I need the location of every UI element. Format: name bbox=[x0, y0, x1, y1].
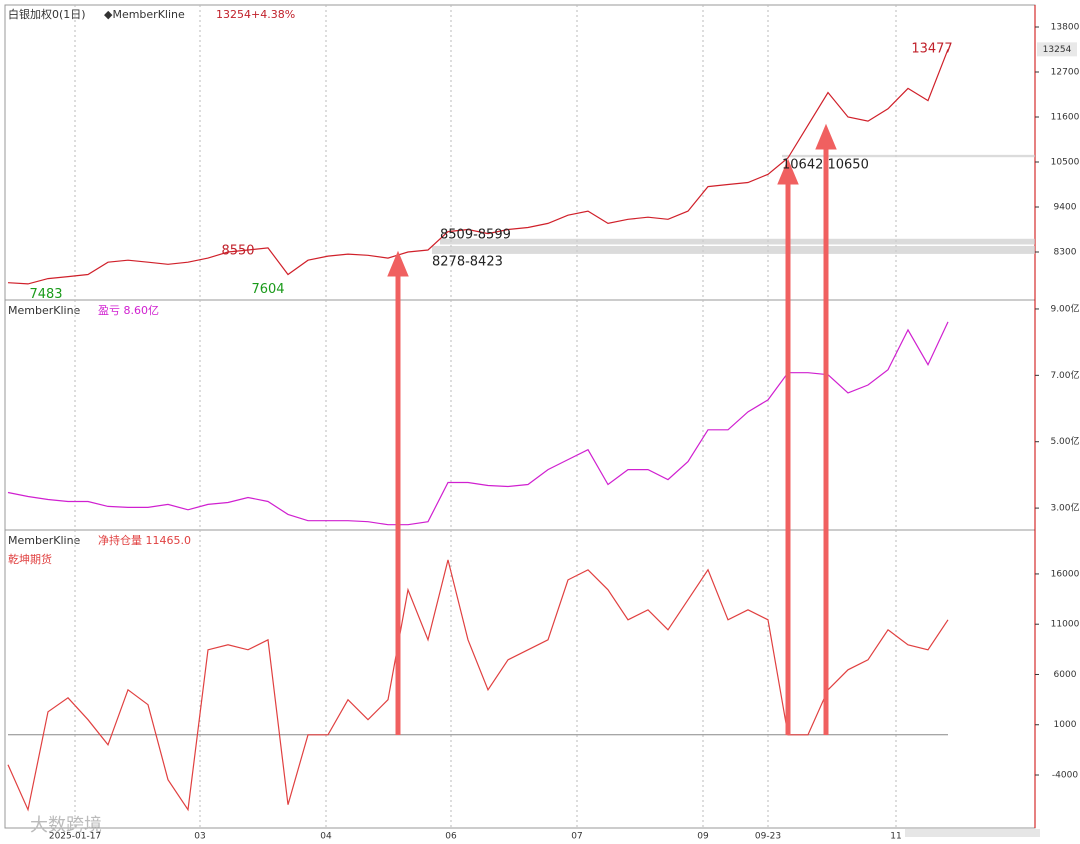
series-line bbox=[7, 321, 949, 526]
annotation: 8278-8423 bbox=[432, 254, 503, 269]
last-price: 13254 bbox=[1043, 45, 1072, 55]
x-tick-label: 09-23 bbox=[755, 832, 781, 842]
y-tick-label: 9.00亿 bbox=[1050, 302, 1079, 314]
series-line bbox=[7, 49, 949, 285]
y-tick-label: 11000 bbox=[1051, 620, 1080, 630]
annotation: 7604 bbox=[251, 282, 284, 297]
annotation: 13477 bbox=[911, 42, 952, 57]
arrows bbox=[387, 123, 837, 735]
annotation: 7483 bbox=[29, 287, 62, 302]
y-tick-label: 10500 bbox=[1051, 158, 1080, 168]
y-tick-label: 3.00亿 bbox=[1050, 502, 1079, 514]
panel-subtitle: 乾坤期货 bbox=[8, 552, 52, 566]
y-tick-label: 9400 bbox=[1054, 203, 1077, 213]
range-band bbox=[432, 245, 1035, 254]
annotation: 8550 bbox=[221, 243, 254, 258]
scrollbar[interactable] bbox=[905, 829, 1040, 837]
watermark: 大数跨境 bbox=[30, 815, 102, 836]
series-tag: ◆MemberKline bbox=[104, 8, 185, 21]
x-tick-label: 2025-01-17 bbox=[49, 832, 101, 842]
annotation: 10642 10650 bbox=[782, 158, 869, 173]
y-tick-label: 8300 bbox=[1054, 248, 1077, 258]
x-tick-label: 09 bbox=[697, 832, 709, 842]
range-band bbox=[440, 238, 1035, 245]
last-price-box bbox=[1037, 42, 1077, 57]
annotation: 8509-8599 bbox=[440, 227, 511, 242]
y-tick-label: 1000 bbox=[1054, 720, 1077, 730]
x-tick-label: 04 bbox=[320, 832, 332, 842]
x-tick-label: 11 bbox=[890, 832, 901, 842]
y-tick-label: -4000 bbox=[1052, 771, 1078, 781]
y-tick-label: 13800 bbox=[1051, 23, 1080, 33]
chart-title: 白银加权0(1日) bbox=[8, 7, 86, 21]
y-tick-label: 7.00亿 bbox=[1050, 369, 1079, 381]
x-tick-label: 07 bbox=[571, 832, 582, 842]
y-tick-label: 11600 bbox=[1051, 113, 1080, 123]
y-tick-label: 5.00亿 bbox=[1050, 435, 1079, 447]
series-tag: MemberKline bbox=[8, 304, 81, 317]
y-tick-label: 16000 bbox=[1051, 569, 1080, 579]
y-tick-label: 6000 bbox=[1054, 670, 1077, 680]
range-band bbox=[782, 154, 1035, 158]
series-tag: MemberKline bbox=[8, 534, 81, 547]
panel-title: 盈亏 8.60亿 bbox=[98, 304, 159, 317]
x-tick-label: 06 bbox=[445, 832, 457, 842]
x-tick-label: 03 bbox=[194, 832, 205, 842]
y-tick-label: 12700 bbox=[1051, 68, 1080, 78]
series-line bbox=[7, 559, 949, 812]
panel-title: 净持仓量 11465.0 bbox=[98, 533, 191, 547]
quote: 13254+4.38% bbox=[216, 8, 295, 21]
